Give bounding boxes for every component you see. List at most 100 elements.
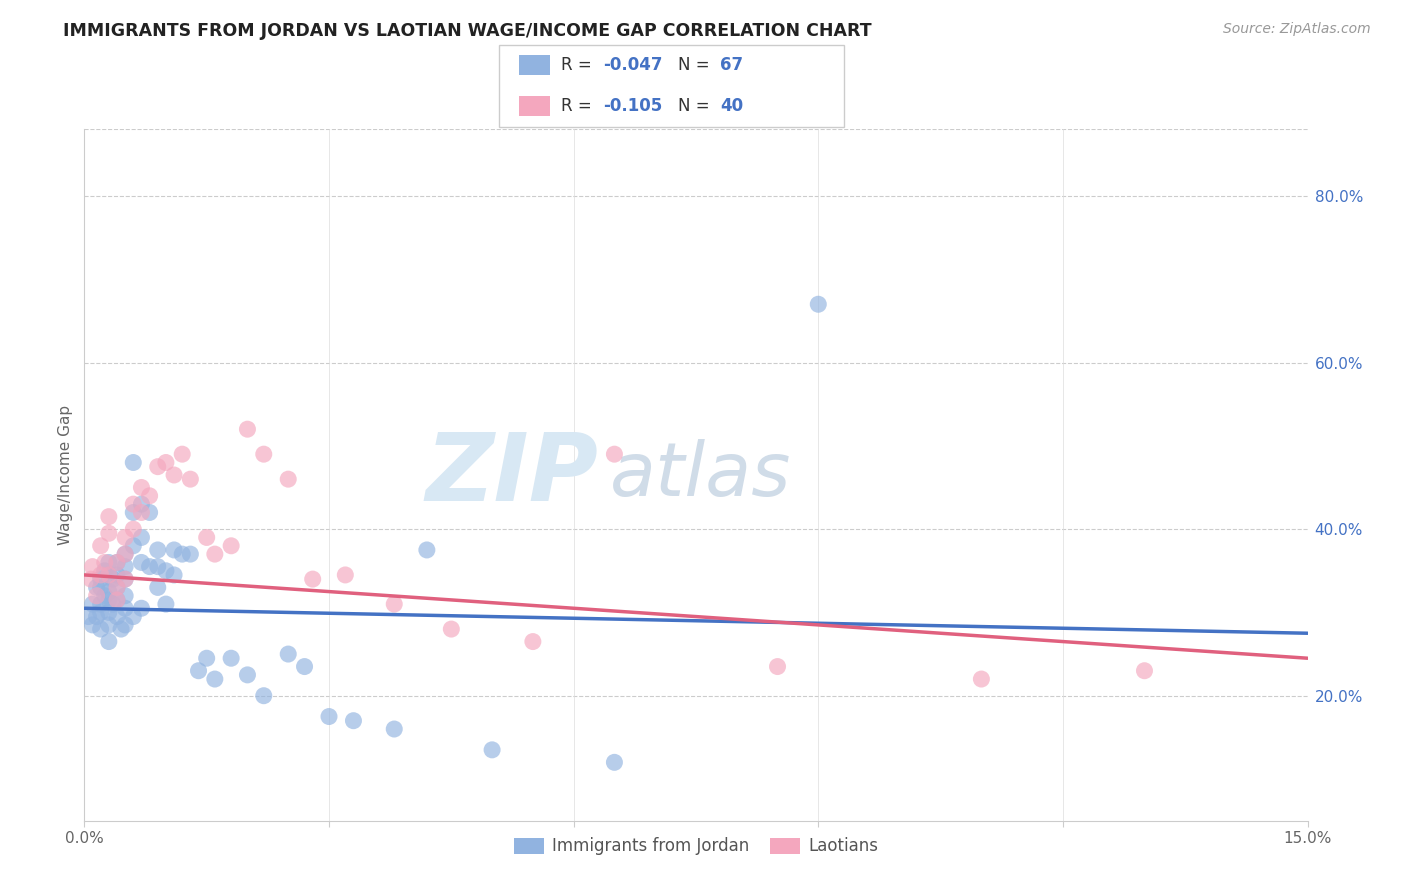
Point <box>382 597 405 611</box>
Text: N =: N = <box>678 56 714 74</box>
Point <box>318 709 340 723</box>
Text: ZIP: ZIP <box>425 429 598 521</box>
Point <box>90 581 112 595</box>
Point <box>440 622 463 636</box>
Point <box>122 539 145 553</box>
Point <box>195 651 218 665</box>
Point <box>131 531 153 545</box>
Y-axis label: Wage/Income Gap: Wage/Income Gap <box>58 405 73 545</box>
Point <box>138 506 160 520</box>
Point <box>335 568 357 582</box>
Point <box>277 647 299 661</box>
Point <box>138 489 160 503</box>
Point <box>187 664 209 678</box>
Point <box>97 509 120 524</box>
Point <box>90 606 112 620</box>
Point <box>807 297 830 311</box>
Point <box>195 531 218 545</box>
Point <box>80 572 103 586</box>
Point <box>101 572 124 586</box>
Point <box>522 634 544 648</box>
Point <box>105 581 128 595</box>
Point <box>146 459 169 474</box>
Point <box>219 539 242 553</box>
Point <box>105 593 128 607</box>
Text: N =: N = <box>678 97 714 115</box>
Point <box>1133 664 1156 678</box>
Point <box>179 472 201 486</box>
Point <box>97 606 120 620</box>
Legend: Immigrants from Jordan, Laotians: Immigrants from Jordan, Laotians <box>508 830 884 862</box>
Point <box>97 593 120 607</box>
Point <box>90 539 112 553</box>
Point <box>163 568 186 582</box>
Point <box>82 597 104 611</box>
Point <box>105 556 128 570</box>
Text: R =: R = <box>561 97 598 115</box>
Point <box>105 609 128 624</box>
Point <box>97 618 120 632</box>
Text: 67: 67 <box>720 56 742 74</box>
Point <box>97 556 120 570</box>
Point <box>122 522 145 536</box>
Text: R =: R = <box>561 56 598 74</box>
Point <box>603 756 626 770</box>
Point <box>105 556 128 570</box>
Point <box>253 447 276 461</box>
Point <box>114 559 136 574</box>
Point <box>146 559 169 574</box>
Point <box>114 547 136 561</box>
Point <box>97 584 120 599</box>
Point <box>204 547 226 561</box>
Point <box>603 447 626 461</box>
Point <box>114 601 136 615</box>
Point <box>131 506 153 520</box>
Point <box>172 547 194 561</box>
Point <box>146 581 169 595</box>
Point <box>114 618 136 632</box>
Point <box>172 447 194 461</box>
Point <box>294 659 316 673</box>
Point <box>342 714 364 728</box>
Point <box>122 497 145 511</box>
Point <box>77 609 100 624</box>
Point <box>122 506 145 520</box>
Text: atlas: atlas <box>610 439 792 511</box>
Point <box>416 543 439 558</box>
Point <box>122 455 145 469</box>
Point <box>114 572 136 586</box>
Point <box>93 564 115 578</box>
Point <box>131 497 153 511</box>
Point <box>204 672 226 686</box>
Point <box>105 581 128 595</box>
Point <box>382 722 405 736</box>
Point <box>90 572 112 586</box>
Point <box>93 556 115 570</box>
Point <box>97 568 120 582</box>
Point <box>253 689 276 703</box>
Text: -0.047: -0.047 <box>603 56 662 74</box>
Point <box>970 672 993 686</box>
Point <box>481 743 503 757</box>
Point <box>219 651 242 665</box>
Point <box>131 481 153 495</box>
Text: 40: 40 <box>720 97 742 115</box>
Point <box>131 556 153 570</box>
Point <box>86 589 108 603</box>
Point <box>155 597 177 611</box>
Point <box>97 634 120 648</box>
Point <box>93 589 115 603</box>
Point <box>138 559 160 574</box>
Point <box>82 559 104 574</box>
Point <box>146 543 169 558</box>
Point <box>114 589 136 603</box>
Point <box>131 601 153 615</box>
Point <box>163 543 186 558</box>
Point <box>110 622 132 636</box>
Point <box>97 568 120 582</box>
Point <box>163 467 186 482</box>
Point <box>86 581 108 595</box>
Point <box>105 568 128 582</box>
Point <box>105 593 128 607</box>
Point <box>90 622 112 636</box>
